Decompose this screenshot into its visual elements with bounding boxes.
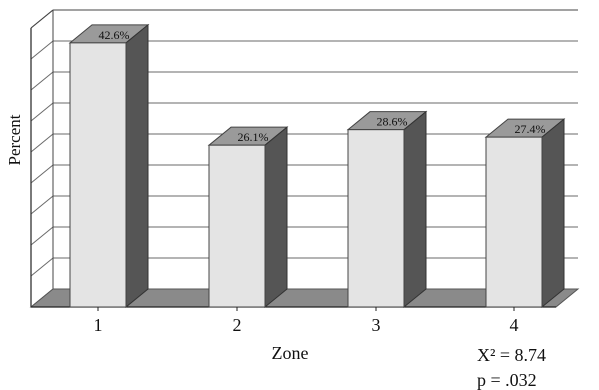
bar-side [125, 23, 149, 309]
x-tick-label: 2 [233, 315, 242, 335]
data-label: 28.6% [377, 115, 408, 129]
bar [347, 129, 405, 308]
data-label: 42.6% [99, 28, 130, 42]
chart-bars [68, 23, 566, 309]
grid-side-line [30, 71, 54, 91]
bar [69, 42, 127, 308]
y-axis-label: Percent [5, 114, 24, 165]
grid-side-line [30, 102, 54, 122]
bar-side [403, 110, 427, 309]
grid-side-line [30, 257, 54, 277]
data-label: 26.1% [238, 130, 269, 144]
bar-side [541, 118, 565, 309]
grid-side-line [30, 226, 54, 246]
bar-side [264, 126, 288, 309]
x-tick-label: 4 [510, 315, 519, 335]
grid-side-line [30, 40, 54, 60]
grid-side-line [30, 164, 54, 184]
x-tick-label: 1 [94, 315, 103, 335]
chart-labels: 42.6% 1 26.1% 2 28.6% 3 27.4% 4 [94, 28, 546, 335]
x-axis-label: Zone [272, 343, 309, 363]
grid-side-line [30, 133, 54, 153]
chi-square-annotation: X² = 8.74 [477, 345, 546, 365]
x-tick-label: 3 [372, 315, 381, 335]
back-wall-top-left-edge [30, 9, 54, 29]
bar [208, 144, 266, 308]
bar [485, 136, 543, 308]
data-label: 27.4% [515, 122, 546, 136]
grid-side-line [30, 195, 54, 215]
p-value-annotation: p = .032 [477, 370, 537, 390]
